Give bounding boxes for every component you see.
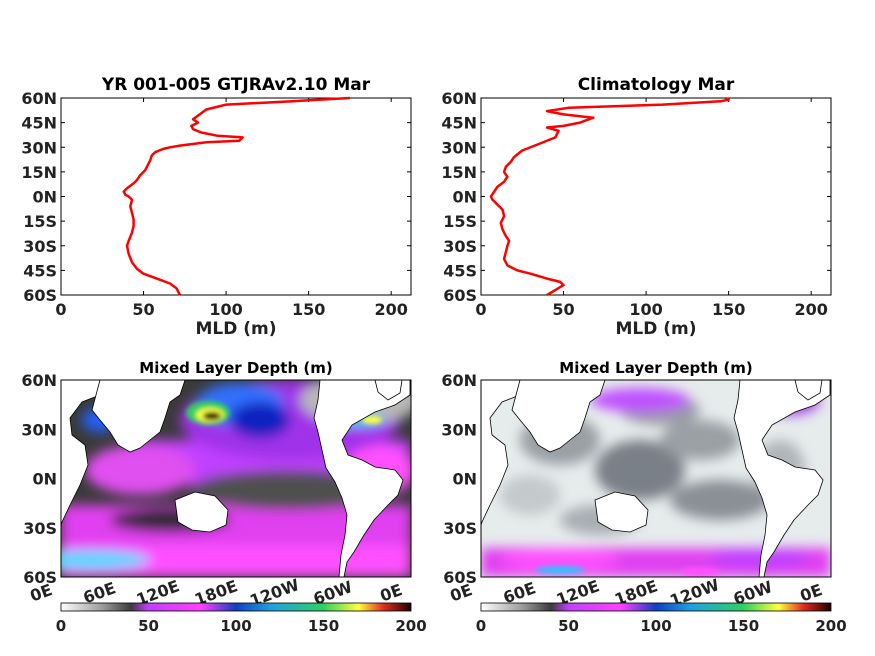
y-tick-label: 60S bbox=[23, 286, 57, 305]
land-greenland bbox=[374, 380, 403, 401]
land-australia bbox=[174, 491, 229, 533]
x-tick-label: 100 bbox=[629, 300, 662, 319]
plot-area bbox=[480, 97, 832, 296]
x-tick-labels: 0 50 100 150 200 bbox=[475, 98, 828, 319]
mld-profile-model-plot: YR 001-005 GTJRAv2.10 Mar 60N 45N 30N 15N 0N… bbox=[21, 75, 412, 339]
y-tick-label: 45S bbox=[23, 261, 57, 280]
y-tick-label: 45N bbox=[441, 114, 477, 133]
land-americas bbox=[733, 380, 831, 577]
x-tick-label: 0E bbox=[378, 580, 405, 605]
y-tick-label: 30N bbox=[21, 138, 57, 157]
y-tick-label: 45S bbox=[443, 261, 477, 280]
y-tick-label: 15S bbox=[23, 212, 57, 231]
y-tick-label: 0N bbox=[32, 470, 57, 489]
colorbar-tick-label: 50 bbox=[558, 617, 579, 635]
x-tick-label: 50 bbox=[132, 300, 154, 319]
mld-field bbox=[481, 380, 831, 577]
land-greenland bbox=[794, 380, 823, 401]
plot-title: YR 001-005 GTJRAv2.10 Mar bbox=[101, 75, 371, 95]
map-frame bbox=[60, 379, 412, 578]
land-australia bbox=[594, 491, 649, 533]
colorbar-tick-label: 0 bbox=[56, 617, 66, 635]
colorbar-tick-label: 100 bbox=[220, 617, 251, 635]
y-tick-label: 30S bbox=[443, 237, 477, 256]
land-asia bbox=[91, 380, 186, 453]
y-tick-labels: 60N 30N 0N 30S 60S bbox=[441, 371, 477, 587]
map-title: Mixed Layer Depth (m) bbox=[559, 359, 752, 377]
y-tick-label: 30S bbox=[443, 519, 477, 538]
y-tick-labels: 60N 45N 30N 15N 0N 15S 30S 45S 60S bbox=[21, 89, 411, 305]
mld-map-model: Mixed Layer Depth (m) bbox=[21, 359, 426, 635]
plot-title: Climatology Mar bbox=[578, 75, 735, 95]
map-frame bbox=[480, 379, 832, 578]
y-tick-label: 0N bbox=[32, 188, 57, 207]
map-title: Mixed Layer Depth (m) bbox=[139, 359, 332, 377]
land-asia bbox=[511, 380, 606, 453]
mld-profile-climatology-plot: Climatology Mar 60N45N30N15N0N15S30S45S6… bbox=[441, 75, 832, 339]
y-tick-label: 30N bbox=[441, 138, 477, 157]
x-tick-label: 50 bbox=[552, 300, 574, 319]
y-tick-label: 15N bbox=[441, 163, 477, 182]
colorbar-tick-label: 0 bbox=[476, 617, 486, 635]
y-tick-label: 30S bbox=[23, 519, 57, 538]
x-tick-label: 200 bbox=[794, 300, 827, 319]
x-tick-label: 0 bbox=[55, 300, 66, 319]
mld-profile-series bbox=[489, 96, 730, 297]
y-tick-label: 30N bbox=[441, 420, 477, 439]
colorbar-tick-label: 100 bbox=[640, 617, 671, 635]
mld-field bbox=[61, 380, 411, 577]
x-tick-labels: 0 50 100 150 200 bbox=[55, 98, 408, 319]
x-axis-label: MLD (m) bbox=[195, 319, 276, 339]
y-tick-label: 0N bbox=[452, 470, 477, 489]
y-tick-label: 15S bbox=[443, 212, 477, 231]
y-tick-label: 60S bbox=[23, 568, 57, 587]
y-tick-labels: 60N 45N 30N 15N 0N 15S 30S 45S 60S bbox=[441, 89, 831, 305]
colorbar-tick-label: 200 bbox=[815, 617, 846, 635]
y-tick-label: 60N bbox=[21, 89, 57, 108]
y-tick-label: 60N bbox=[441, 371, 477, 390]
y-tick-label: 60S bbox=[443, 568, 477, 587]
colorbar-tick-labels: 0 50 100 150 200 bbox=[476, 617, 847, 635]
x-tick-label: 200 bbox=[374, 300, 407, 319]
x-tick-label: 0E bbox=[798, 580, 825, 605]
colorbar bbox=[60, 602, 412, 612]
y-tick-label: 60S bbox=[443, 286, 477, 305]
y-tick-label: 45N bbox=[21, 114, 57, 133]
mld-line bbox=[489, 96, 730, 297]
x-tick-label: 150 bbox=[712, 300, 745, 319]
colorbar-tick-label: 150 bbox=[308, 617, 339, 635]
colorbar-tick-labels: 0 50 100 150 200 bbox=[56, 617, 427, 635]
land-americas bbox=[313, 380, 411, 577]
mld-profile-series bbox=[122, 96, 350, 296]
colorbar-tick-label: 150 bbox=[728, 617, 759, 635]
x-tick-label: 0 bbox=[475, 300, 486, 319]
colorbar-tick-label: 50 bbox=[138, 617, 159, 635]
mld-line bbox=[122, 96, 350, 296]
plot-area bbox=[60, 97, 412, 296]
x-axis-label: MLD (m) bbox=[615, 319, 696, 339]
y-tick-label: 60N bbox=[21, 371, 57, 390]
x-tick-label: 150 bbox=[292, 300, 325, 319]
colorbar-tick-label: 200 bbox=[395, 617, 426, 635]
y-tick-label: 60N bbox=[441, 89, 477, 108]
mld-map-climatology: Mixed Layer Depth (m) bbox=[441, 359, 846, 635]
colorbar bbox=[480, 602, 832, 612]
y-tick-label: 15N bbox=[21, 163, 57, 182]
y-tick-labels: 60N 30N 0N 30S 60S bbox=[21, 371, 57, 587]
y-tick-label: 0N bbox=[452, 188, 477, 207]
y-tick-label: 30N bbox=[21, 420, 57, 439]
x-tick-label: 100 bbox=[209, 300, 242, 319]
y-tick-label: 30S bbox=[23, 237, 57, 256]
